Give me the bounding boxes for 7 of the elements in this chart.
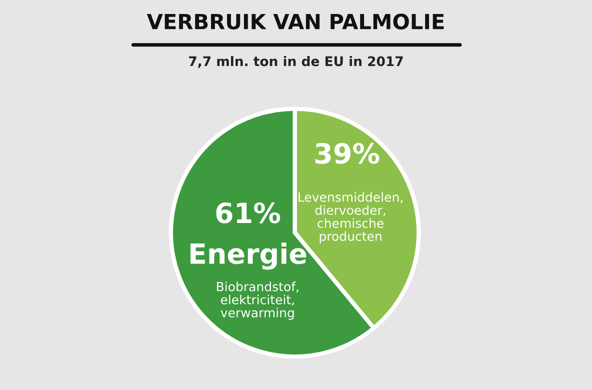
chart-title: VERBRUIK VAN PALMOLIE: [146, 14, 444, 30]
text: Biobrandstof, elektriciteit, verwarming: [217, 282, 298, 320]
data-label: 61%: [216, 202, 280, 224]
chart-subtitle: 7,7 mln. ton in de EU in 2017: [189, 56, 403, 68]
data-label: 39%: [315, 142, 380, 164]
slice-label: Energie: [190, 242, 306, 270]
slice-label: Levensmiddelen, diervoeder, chemische producten: [298, 192, 402, 244]
